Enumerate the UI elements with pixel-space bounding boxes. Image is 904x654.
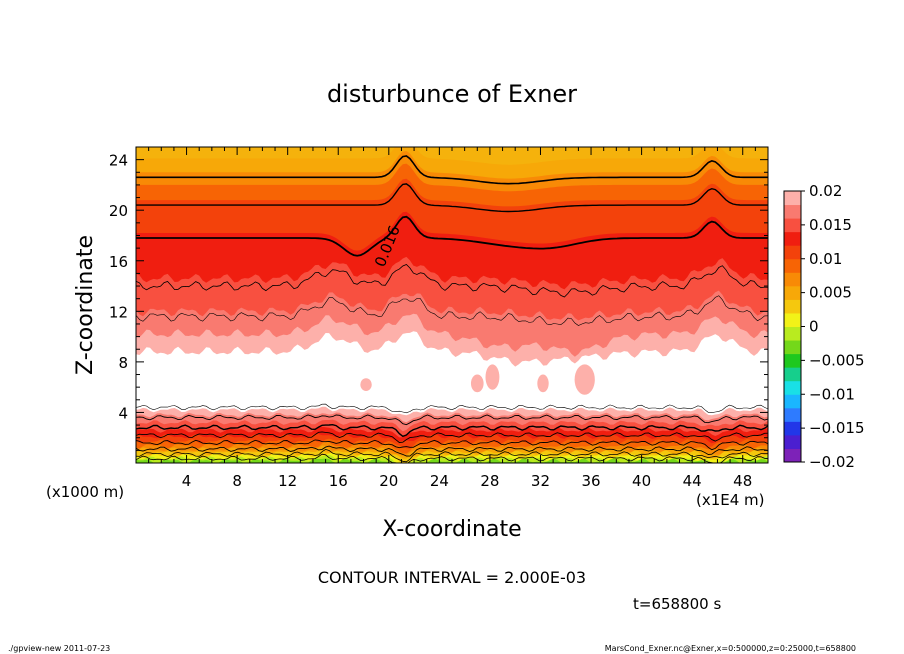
colorbar-swatch: [784, 191, 801, 206]
contour-island: [470, 374, 484, 393]
colorbar-tick-label: −0.005: [809, 351, 865, 369]
contour-band: [136, 458, 768, 463]
colorbar-swatch: [784, 448, 801, 463]
x-tick-label: 20: [379, 472, 398, 490]
colorbar-swatch: [784, 245, 801, 260]
colorbar-tick-label: 0: [809, 318, 819, 336]
x-unit-right: (x1E4 m): [696, 491, 765, 509]
colorbar-swatch: [784, 326, 801, 341]
x-axis: 4 8 12 16 20 24 28 32 36 40 44 48: [135, 147, 769, 490]
chart-title: disturbunce of Exner: [327, 80, 577, 108]
colorbar-swatch: [784, 231, 801, 246]
x-unit-left: (x1000 m): [46, 483, 124, 501]
y-tick-label: 20: [109, 202, 128, 220]
colorbar-swatch: [784, 367, 801, 382]
colorbar-tick-label: 0.01: [809, 250, 842, 268]
colorbar-tick-label: 0.015: [809, 216, 852, 234]
colorbar-swatch: [784, 407, 801, 422]
contour-line: [136, 155, 768, 185]
contour-island: [485, 364, 500, 390]
contour-island: [574, 364, 595, 395]
contour-line: [136, 423, 768, 438]
contour-line: [136, 448, 768, 463]
x-tick-label: 36: [581, 472, 600, 490]
x-axis-label: X-coordinate: [382, 517, 521, 542]
x-tick-label: 4: [182, 472, 192, 490]
x-tick-label: 8: [232, 472, 242, 490]
contour-interval: CONTOUR INTERVAL = 2.000E-03: [318, 568, 586, 587]
contour-island: [537, 374, 549, 393]
footer-left: ./gpview-new 2011-07-23: [8, 644, 110, 653]
colorbar-swatch: [784, 272, 801, 287]
contour-line: [136, 414, 768, 426]
colorbar-swatch: [784, 434, 801, 449]
y-tick-label: 4: [118, 404, 128, 422]
x-tick-label: 28: [480, 472, 499, 490]
contour-line: [136, 215, 768, 257]
contour-line: [136, 445, 768, 457]
colorbar-swatch: [784, 353, 801, 368]
y-tick-label: 24: [109, 152, 128, 170]
y-axis-label: Z-coordinate: [73, 235, 98, 375]
colorbar-swatch: [784, 285, 801, 300]
colorbar: 0.02 0.015 0.01 0.005 0 −0.005 −0.01 −0.015 −0.0…: [783, 182, 865, 471]
colorbar-swatch: [784, 340, 801, 355]
contour-line: [136, 295, 768, 326]
contour-line: [136, 439, 768, 451]
x-tick-label: 40: [632, 472, 651, 490]
contour-island: [360, 378, 372, 391]
x-tick-label: 12: [278, 472, 297, 490]
y-axis: 4 8 12 16 20 24: [109, 146, 768, 464]
colorbar-swatch: [784, 218, 801, 233]
x-tick-label: 16: [329, 472, 348, 490]
colorbar-swatch: [784, 299, 801, 314]
colorbar-tick-label: −0.01: [809, 385, 855, 403]
colorbar-swatch: [784, 380, 801, 395]
x-tick-label: 44: [683, 472, 702, 490]
colorbar-swatch: [784, 258, 801, 273]
contour-line: [136, 403, 768, 414]
footer-right: MarsCond_Exner.nc@Exner,x=0:500000,z=0:2…: [605, 644, 856, 653]
colorbar-swatch: [784, 312, 801, 327]
y-tick-label: 8: [118, 354, 128, 372]
time-stamp: t=658800 s: [633, 595, 721, 613]
y-tick-label: 12: [109, 303, 128, 321]
y-tick-label: 16: [109, 253, 128, 271]
contour-field: [136, 147, 768, 463]
contour-line: [136, 183, 768, 213]
colorbar-tick-label: 0.02: [809, 182, 842, 200]
colorbar-swatch: [784, 394, 801, 409]
colorbar-swatch: [784, 204, 801, 219]
contour-line: [136, 431, 768, 443]
colorbar-tick-label: 0.005: [809, 284, 852, 302]
x-tick-label: 48: [733, 472, 752, 490]
colorbar-tick-label: −0.02: [809, 453, 855, 471]
contour-line: [136, 264, 768, 298]
colorbar-swatch: [784, 421, 801, 436]
x-tick-label: 32: [531, 472, 550, 490]
colorbar-tick-label: −0.015: [809, 419, 865, 437]
x-tick-label: 24: [430, 472, 449, 490]
